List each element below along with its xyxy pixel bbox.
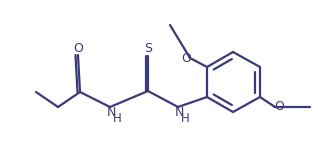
Text: H: H	[113, 113, 121, 126]
Text: S: S	[144, 43, 152, 55]
Text: O: O	[274, 100, 284, 114]
Text: O: O	[181, 51, 191, 65]
Text: O: O	[73, 42, 83, 54]
Text: H: H	[181, 113, 190, 126]
Text: N: N	[106, 106, 116, 119]
Text: N: N	[174, 106, 184, 119]
